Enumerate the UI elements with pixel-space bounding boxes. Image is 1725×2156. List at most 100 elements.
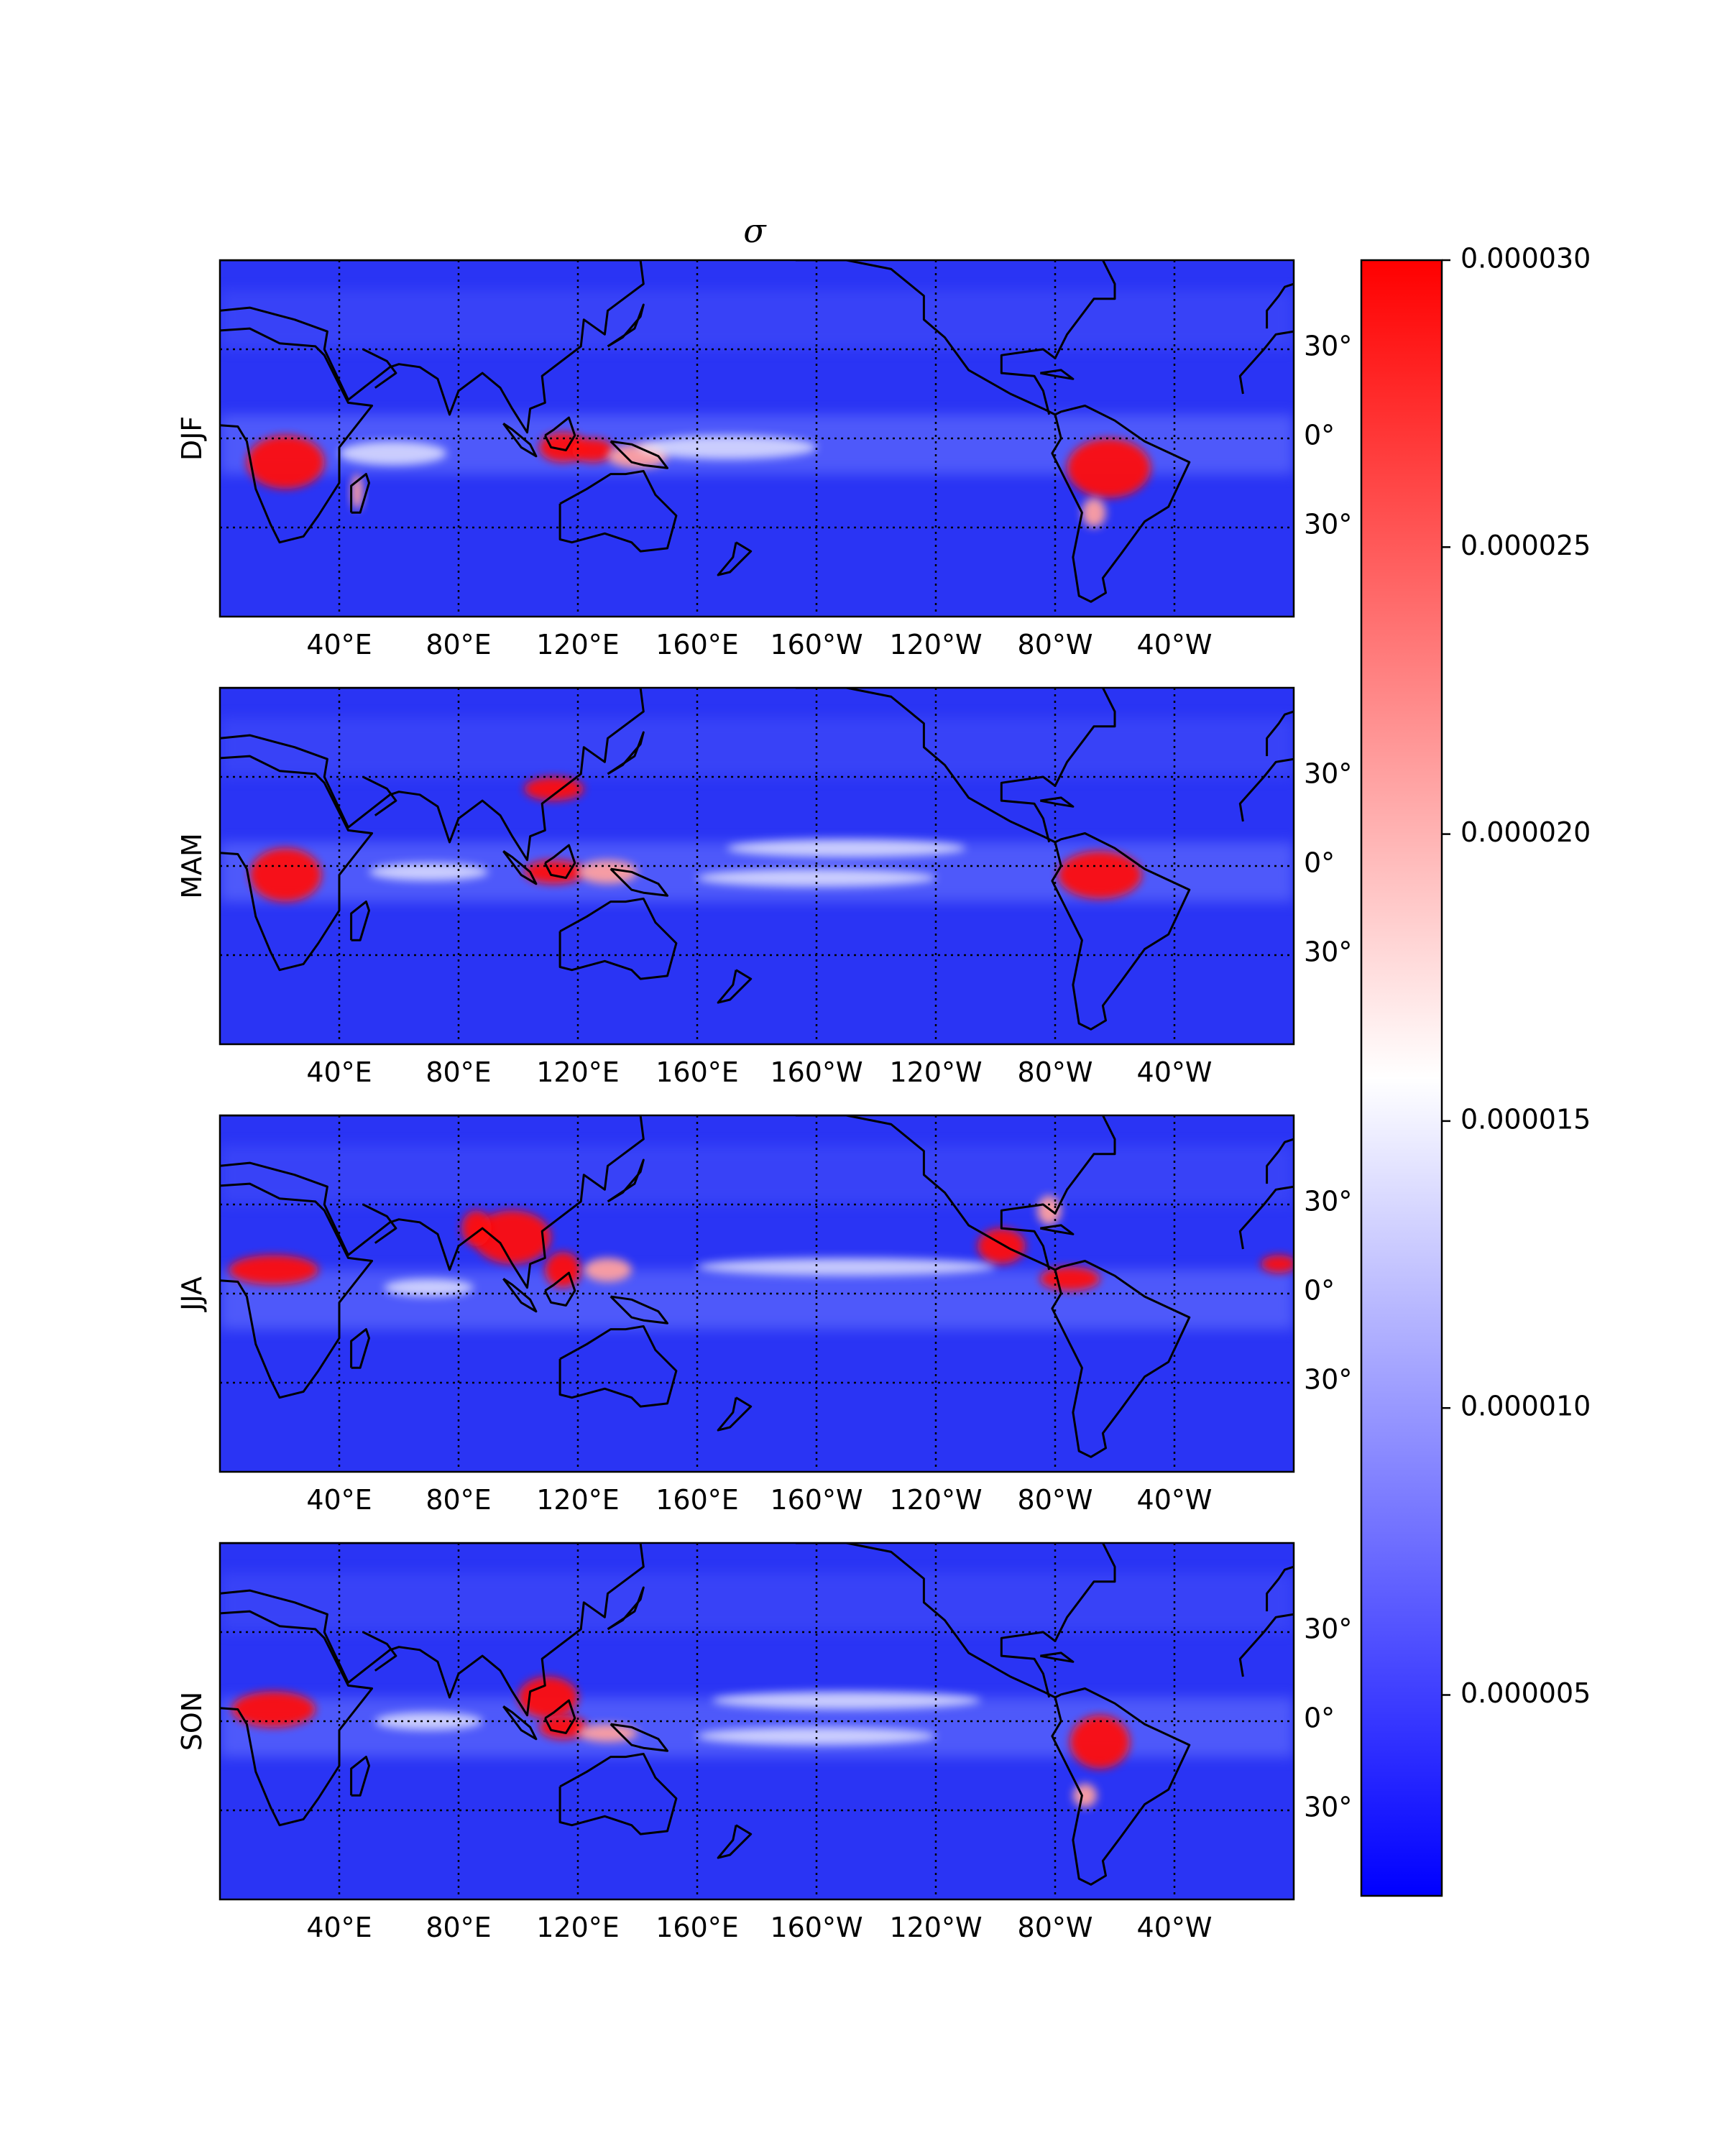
coastline	[543, 1271, 576, 1307]
latitude-tick-label: 30°	[1304, 331, 1352, 362]
variance-hotspot	[247, 435, 325, 489]
variance-hotspot	[697, 1258, 995, 1276]
latitude-tick-label: 0°	[1304, 847, 1335, 879]
coastline	[1266, 1138, 1294, 1184]
longitude-tick-label: 40°E	[306, 629, 372, 660]
map-frame	[218, 1542, 1295, 1901]
variance-hotspot	[249, 848, 322, 902]
variance-hotspot	[697, 869, 936, 887]
longitude-tick-label: 80°E	[426, 1484, 491, 1516]
season-label: DJF	[176, 416, 208, 461]
variance-hotspot	[1037, 1195, 1062, 1225]
colorbar-tick-label: 0.000020	[1460, 816, 1591, 848]
coastline	[1266, 1565, 1294, 1612]
longitude-tick-label: 160°W	[770, 1912, 862, 1943]
map-field	[220, 260, 1294, 617]
coastline	[558, 898, 678, 980]
variance-hotspot	[697, 1727, 936, 1746]
latitude-tick-label: 30°	[1304, 1792, 1352, 1823]
longitude-tick-label: 40°E	[306, 1912, 372, 1943]
coastline	[1040, 1224, 1075, 1235]
longitude-tick-label: 40°E	[306, 1484, 372, 1516]
coastline	[350, 900, 370, 941]
coastline	[1040, 796, 1075, 808]
coastline	[607, 303, 645, 348]
variance-hotspot	[571, 438, 614, 463]
variance-hotspot	[473, 1210, 551, 1264]
coastline	[362, 1203, 397, 1244]
coastline	[607, 1586, 645, 1631]
coastline	[1051, 1260, 1191, 1458]
longitude-tick-label: 160°W	[770, 1056, 862, 1088]
latitude-tick-label: 30°	[1304, 1613, 1352, 1645]
coastline	[502, 1705, 538, 1741]
latitude-tick-label: 30°	[1304, 758, 1352, 790]
coastline	[558, 470, 678, 553]
coastline	[1051, 1687, 1191, 1886]
coastline	[350, 1756, 370, 1797]
longitude-tick-label: 40°E	[306, 1056, 372, 1088]
map-panel-jja: JJA 40°E 80°E 120°E 160°E 160°W 120°W 80°W 40°W 3…	[176, 1114, 1352, 1516]
coastline	[1238, 1185, 1294, 1250]
coastline	[502, 1278, 538, 1313]
map-field	[220, 688, 1294, 1044]
coastline	[1040, 1651, 1075, 1663]
longitude-tick-label: 120°E	[536, 629, 620, 660]
coastline	[1040, 369, 1075, 380]
longitude-tick-label: 160°E	[656, 1484, 739, 1516]
longitude-tick-label: 80°W	[1018, 629, 1093, 660]
season-label: JJA	[176, 1276, 208, 1312]
coastline	[220, 327, 374, 544]
longitude-tick-label: 160°E	[656, 1056, 739, 1088]
variance-hotspot	[231, 1691, 316, 1728]
coastline	[610, 1723, 668, 1752]
longitude-tick-label: 80°E	[426, 629, 491, 660]
variance-hotspot	[339, 441, 447, 466]
variance-hotspot	[351, 474, 364, 510]
map-frame	[218, 259, 1295, 618]
variance-hotspot	[524, 860, 584, 884]
longitude-tick-label: 160°W	[770, 629, 862, 660]
tropical-band	[220, 1269, 1294, 1330]
colorbar-ticks: 0.000030 0.000025 0.000020 0.000015 0.000010…	[1360, 243, 1591, 1897]
longitude-tick-label: 120°W	[889, 1056, 982, 1088]
colorbar-tick-label: 0.000005	[1460, 1677, 1591, 1709]
coastline	[350, 1328, 370, 1369]
coastline	[362, 348, 397, 389]
midlat-band	[220, 290, 1294, 349]
colorbar-gradient	[1361, 260, 1442, 1896]
coastline	[362, 1631, 397, 1672]
longitude-tick-label: 160°W	[770, 1484, 862, 1516]
longitude-tick-label: 80°W	[1018, 1912, 1093, 1943]
variance-hotspot	[584, 1258, 632, 1282]
coastline	[543, 416, 576, 451]
coastline	[502, 850, 538, 885]
latitude-tick-label: 0°	[1304, 420, 1335, 451]
coastline	[607, 1158, 645, 1203]
coastline	[795, 1115, 1056, 1271]
variance-hotspot	[1070, 1715, 1130, 1769]
colorbar-frame	[1360, 259, 1443, 1897]
longitude-tick-label: 40°W	[1137, 1912, 1213, 1943]
longitude-tick-label: 120°W	[889, 629, 982, 660]
coastline	[610, 1295, 668, 1325]
coastline	[717, 969, 753, 1004]
variance-hotspot	[545, 1252, 581, 1288]
coastline	[502, 423, 538, 458]
latitude-tick-label: 30°	[1304, 936, 1352, 968]
coastline	[717, 1824, 753, 1859]
latitude-tick-label: 0°	[1304, 1275, 1335, 1307]
season-label: SON	[176, 1692, 208, 1751]
colorbar-tick-label: 0.000025	[1460, 530, 1591, 561]
coastline	[1238, 330, 1294, 395]
coastline	[795, 688, 1056, 844]
variance-hotspot	[384, 1279, 474, 1297]
variance-hotspot	[1058, 851, 1142, 899]
coastline	[795, 260, 1056, 416]
coastline	[717, 1396, 753, 1432]
longitude-tick-label: 40°W	[1137, 1484, 1213, 1516]
figure-title: σ	[743, 211, 767, 250]
longitude-tick-label: 120°E	[536, 1056, 620, 1088]
coastline	[558, 1753, 678, 1835]
